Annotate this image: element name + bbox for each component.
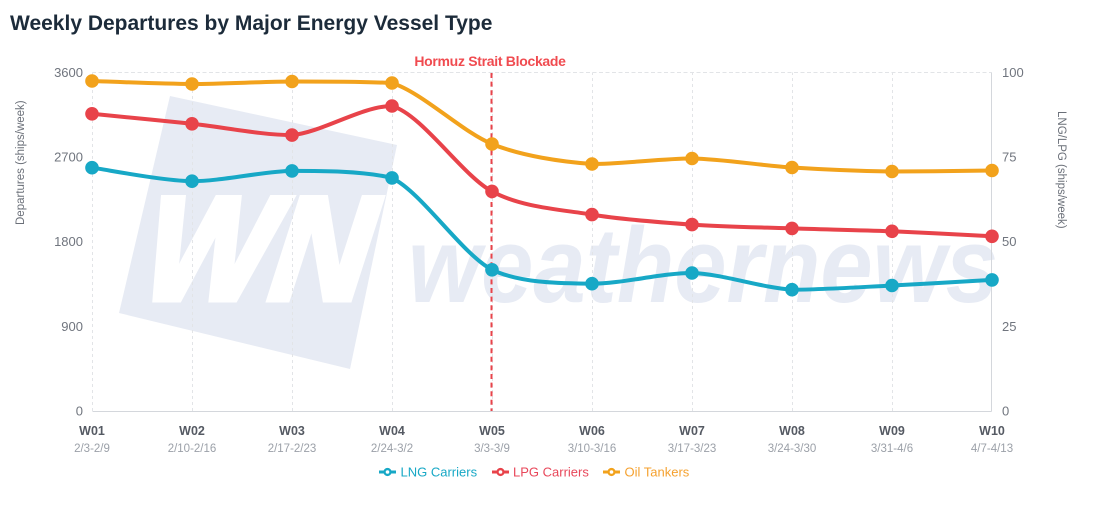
svg-text:3/3-3/9: 3/3-3/9 [474,443,510,455]
svg-text:LPG Carriers: LPG Carriers [513,465,589,480]
svg-text:2/3-2/9: 2/3-2/9 [74,443,110,455]
svg-text:Hormuz Strait Blockade: Hormuz Strait Blockade [414,53,566,69]
svg-text:2/24-3/2: 2/24-3/2 [371,443,413,455]
svg-text:W09: W09 [879,424,905,438]
svg-text:2/17-2/23: 2/17-2/23 [268,443,317,455]
svg-text:Oil Tankers: Oil Tankers [625,465,690,480]
svg-text:W03: W03 [279,424,305,438]
svg-text:Weekly Departures by Major Ene: Weekly Departures by Major Energy Vessel… [10,12,492,35]
svg-text:3600: 3600 [54,65,83,80]
svg-text:3/10-3/16: 3/10-3/16 [568,443,617,455]
svg-text:LNG/LPG (ships/week): LNG/LPG (ships/week) [1055,111,1067,229]
svg-text:W06: W06 [579,424,605,438]
svg-text:W04: W04 [379,424,405,438]
svg-text:W02: W02 [179,424,205,438]
svg-text:4/7-4/13: 4/7-4/13 [971,443,1013,455]
svg-text:25: 25 [1002,319,1016,334]
svg-text:LNG Carriers: LNG Carriers [401,465,478,480]
svg-text:50: 50 [1002,234,1016,249]
svg-text:0: 0 [1002,403,1009,418]
svg-text:100: 100 [1002,65,1024,80]
svg-text:WN: WN [136,168,387,331]
svg-text:3/24-3/30: 3/24-3/30 [768,443,817,455]
svg-text:W07: W07 [679,424,705,438]
svg-text:W10: W10 [979,424,1005,438]
svg-text:2/10-2/16: 2/10-2/16 [168,443,217,455]
svg-text:W08: W08 [779,424,805,438]
svg-text:W05: W05 [479,424,505,438]
svg-text:75: 75 [1002,150,1016,165]
svg-text:W01: W01 [79,424,105,438]
svg-text:3/31-4/6: 3/31-4/6 [871,443,913,455]
svg-text:0: 0 [76,403,83,418]
svg-text:900: 900 [61,319,83,334]
svg-text:Departures (ships/week): Departures (ships/week) [15,100,27,225]
svg-text:1800: 1800 [54,234,83,249]
svg-text:2700: 2700 [54,150,83,165]
svg-text:3/17-3/23: 3/17-3/23 [668,443,717,455]
